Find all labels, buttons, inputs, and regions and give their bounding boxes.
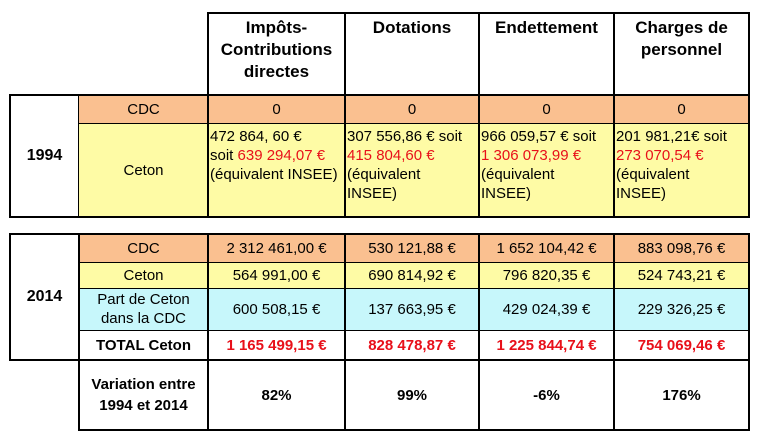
row-label-cdc-2014: CDC	[79, 234, 208, 262]
cdc-1994-endettement: 0	[479, 95, 614, 124]
ceton-2014-impots: 564 991,00 €	[208, 262, 345, 288]
grid-line	[9, 233, 750, 235]
year-2014: 2014	[26, 288, 63, 305]
part-2014-endettement: 429 024,39 €	[479, 288, 614, 330]
header-dotations: Dotations	[372, 18, 452, 37]
cdc-2014-charges: 883 098,76 €	[614, 234, 749, 262]
grid-line	[78, 94, 79, 218]
ceton-1994-impots: 472 864, 60 € soit 639 294,07 € (équival…	[208, 124, 345, 217]
grid-line	[78, 288, 750, 289]
cdc-2014-endettement: 1 652 104,42 €	[479, 234, 614, 262]
grid-line	[78, 429, 750, 431]
cdc-1994-charges: 0	[614, 95, 749, 124]
variation-endettement: -6%	[533, 386, 560, 404]
grid-line	[478, 233, 480, 431]
ceton-2014-endettement: 796 820,35 €	[479, 262, 614, 288]
grid-line	[478, 12, 480, 218]
ceton-1994-charges: 201 981,21€ soit 273 070,54 € (équivalen…	[614, 124, 749, 217]
cdc-2014-impots: 2 312 461,00 €	[208, 234, 345, 262]
header-endettement: Endettement	[495, 18, 598, 37]
total-2014-dotations: 828 478,87 €	[368, 336, 456, 354]
cdc-2014-dotations: 530 121,88 €	[345, 234, 479, 262]
grid-line	[9, 94, 750, 96]
cdc-1994-dotations: 0	[345, 95, 479, 124]
grid-line	[344, 12, 346, 218]
grid-line	[613, 233, 615, 431]
grid-line	[344, 233, 346, 431]
year-1994: 1994	[26, 147, 63, 164]
grid-line	[78, 123, 750, 124]
row-label-cdc-1994: CDC	[79, 95, 208, 124]
total-2014-charges: 754 069,46 €	[637, 336, 726, 354]
grid-line	[78, 262, 750, 263]
grid-line	[613, 12, 615, 218]
cdc-1994-impots: 0	[208, 95, 345, 124]
grid-line	[207, 12, 209, 218]
row-label-total-ceton: TOTAL Ceton	[96, 336, 191, 354]
row-label-ceton-2014: Ceton	[79, 262, 208, 288]
variation-charges: 176%	[662, 386, 701, 404]
ceton-1994-endettement: 966 059,57 € soit 1 306 073,99 € (équiva…	[479, 124, 614, 217]
grid-line	[9, 233, 11, 361]
ceton-1994-dotations: 307 556,86 € soit 415 804,60 € (équivale…	[345, 124, 479, 217]
grid-line	[207, 233, 209, 431]
grid-line	[748, 233, 750, 431]
header-charges: Charges de personnel	[635, 18, 728, 59]
row-label-part-ceton: Part de Ceton dans la CDC	[79, 288, 208, 330]
ceton-2014-dotations: 690 814,92 €	[345, 262, 479, 288]
total-2014-impots: 1 165 499,15 €	[226, 336, 327, 354]
variation-impots: 82%	[261, 386, 292, 404]
grid-line	[748, 12, 750, 218]
part-2014-charges: 229 326,25 €	[614, 288, 749, 330]
variation-label: Variation entre 1994 et 2014	[91, 376, 196, 414]
part-2014-dotations: 137 663,95 €	[345, 288, 479, 330]
grid-line	[78, 233, 80, 431]
grid-line	[9, 94, 11, 218]
variation-dotations: 99%	[396, 386, 428, 404]
total-2014-endettement: 1 225 844,74 €	[496, 336, 597, 354]
grid-line	[78, 330, 750, 331]
grid-line	[9, 216, 750, 218]
grid-line	[9, 359, 750, 361]
part-2014-impots: 600 508,15 €	[208, 288, 345, 330]
ceton-2014-charges: 524 743,21 €	[614, 262, 749, 288]
row-label-ceton-1994: Ceton	[79, 124, 208, 217]
header-impots: Impôts- Contributions directes	[220, 18, 333, 81]
